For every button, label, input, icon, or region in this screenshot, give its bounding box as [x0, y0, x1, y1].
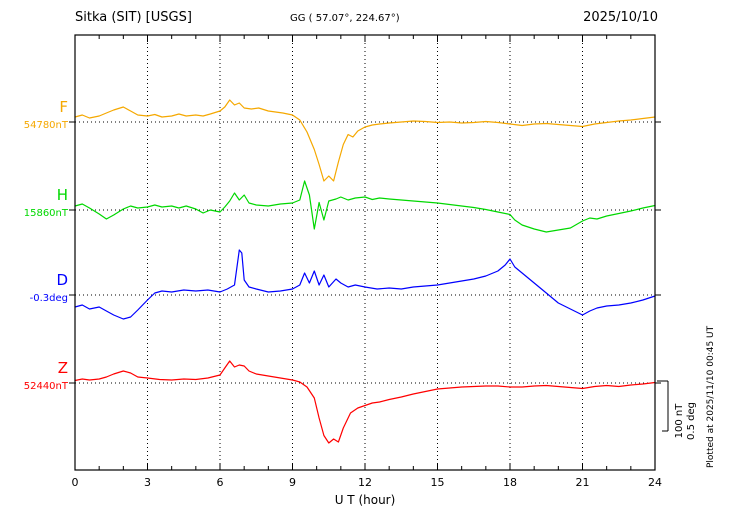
- x-tick-label: 9: [289, 476, 296, 489]
- channel-label-z: Z: [57, 359, 68, 377]
- channel-baseline-d: -0.3deg: [29, 293, 68, 304]
- x-tick-label: 18: [503, 476, 517, 489]
- page-title: Sitka (SIT) [USGS]: [75, 10, 192, 25]
- x-tick-label: 3: [144, 476, 151, 489]
- geographic-coordinates: GG ( 57.07°, 224.67°): [290, 13, 400, 24]
- channel-label-f: F: [59, 98, 68, 116]
- channel-baseline-z: 52440nT: [23, 381, 68, 392]
- x-tick-label: 21: [575, 476, 590, 489]
- x-tick-label: 0: [71, 476, 79, 489]
- channel-label-h: H: [56, 186, 68, 204]
- x-tick-label: 12: [358, 476, 372, 489]
- x-tick-label: 24: [648, 476, 662, 489]
- channel-baseline-h: 15860nT: [23, 208, 68, 219]
- plot-date: 2025/10/10: [583, 10, 658, 25]
- scale-bar-nt: 100 nT: [674, 403, 685, 439]
- channel-label-d: D: [56, 271, 68, 289]
- x-tick-label: 6: [216, 476, 224, 489]
- x-axis-label: U T (hour): [334, 493, 396, 507]
- scale-bar-deg: 0.5 deg: [686, 402, 697, 440]
- x-tick-label: 15: [430, 476, 445, 489]
- plotted-at-note: Plotted at 2025/11/10 00:45 UT: [706, 325, 716, 468]
- scale-bar-text: 100 nT 0.5 deg: [674, 392, 698, 450]
- channel-baseline-f: 54780nT: [23, 120, 68, 131]
